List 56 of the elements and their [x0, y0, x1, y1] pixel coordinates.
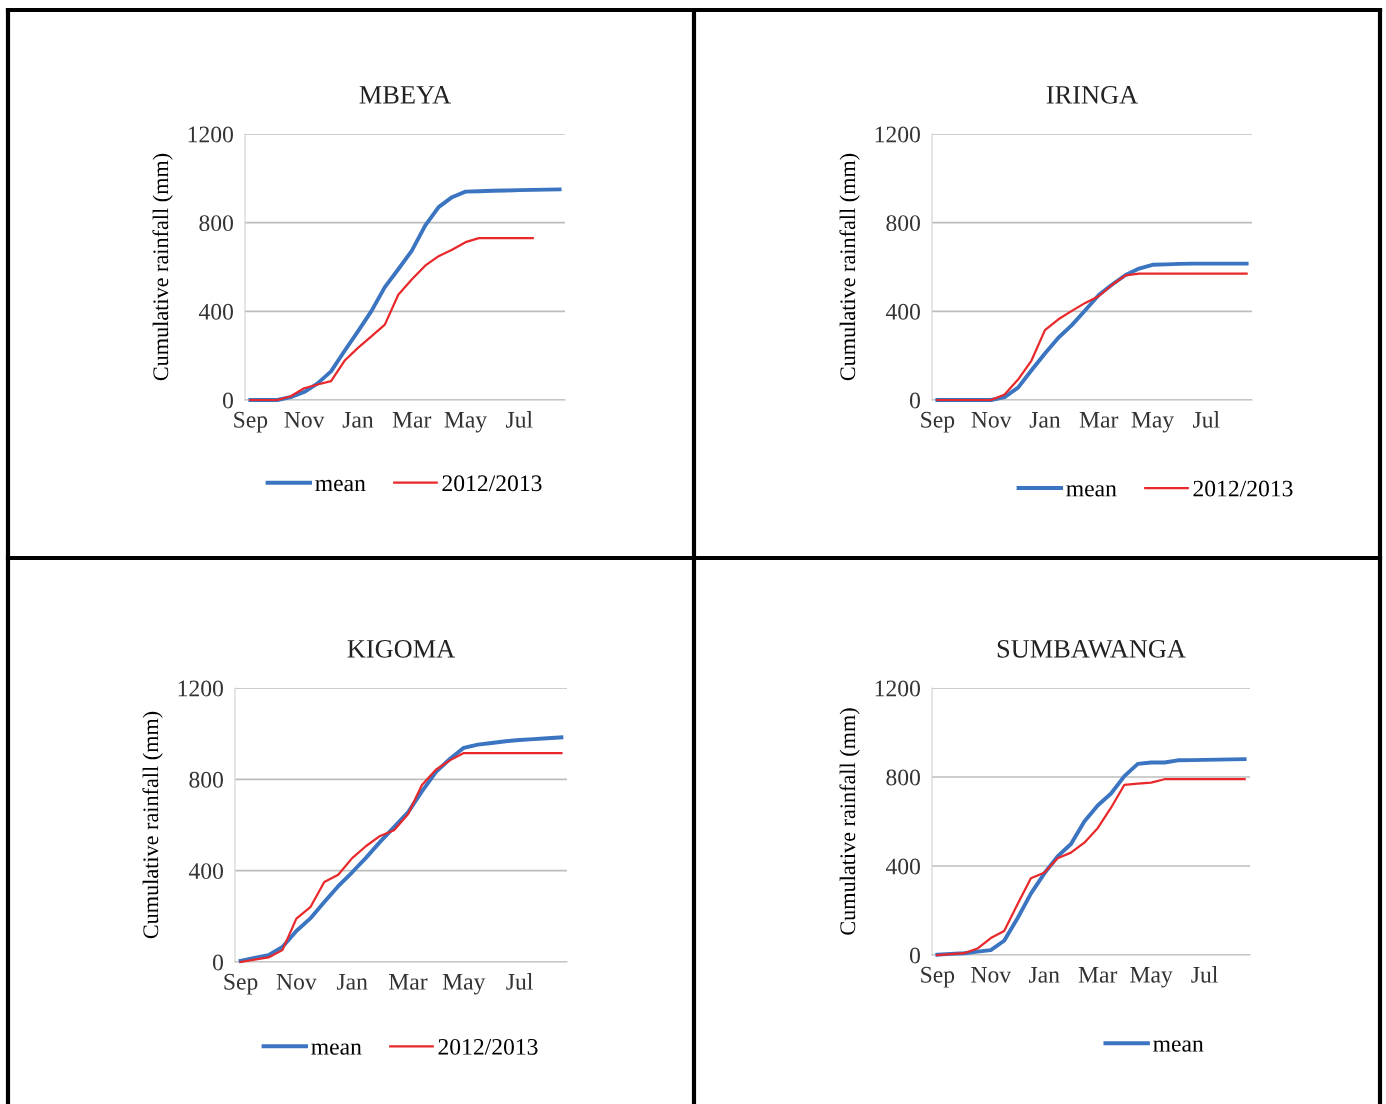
- y-tick-label: 1200: [188, 126, 233, 143]
- y-axis-title: Cumulative rainfall (mm): [142, 711, 163, 939]
- x-tick-label: Nov: [284, 412, 325, 428]
- x-tick-label: Jan: [1028, 967, 1060, 983]
- y-axis-title: Cumulative rainfall (mm): [152, 153, 173, 381]
- x-tick-label: Mar: [388, 974, 428, 990]
- x-tick-label: Sep: [921, 966, 955, 988]
- x-tick-label: Jul: [506, 973, 533, 990]
- y-tick-label: 800: [886, 215, 920, 232]
- x-tick-label: May: [444, 411, 488, 433]
- y-tick-label: 1200: [875, 680, 920, 697]
- y-tick-label: 400: [198, 303, 233, 320]
- y-tick-label: 800: [189, 771, 223, 788]
- legend-label: 2012/2013: [1193, 480, 1293, 497]
- line-series: [249, 237, 534, 402]
- x-tick-label: Jan: [1029, 412, 1061, 428]
- y-tick-label: 400: [885, 858, 920, 875]
- legend-label: mean: [1066, 485, 1117, 497]
- y-tick-label: 0: [222, 392, 233, 409]
- chart-title: IRINGA: [1046, 85, 1138, 104]
- x-tick-label: Mar: [1079, 412, 1119, 428]
- legend-label: mean: [1153, 1040, 1204, 1052]
- x-tick-label: Nov: [276, 974, 317, 990]
- y-tick-label: 400: [885, 303, 920, 320]
- chart-title: SUMBAWANGA: [997, 639, 1186, 658]
- y-axis-title: Cumulative rainfall (mm): [839, 708, 860, 935]
- x-tick-label: May: [1131, 411, 1175, 433]
- x-tick-label: Sep: [921, 411, 955, 433]
- x-tick-label: May: [442, 973, 486, 995]
- x-tick-label: Mar: [392, 412, 432, 428]
- y-tick-label: 0: [212, 954, 223, 971]
- y-tick-label: 800: [199, 215, 233, 232]
- x-tick-label: Nov: [971, 412, 1012, 428]
- x-tick-label: Jul: [1191, 966, 1218, 983]
- legend-label: 2012/2013: [442, 475, 542, 492]
- x-tick-label: May: [1130, 966, 1173, 988]
- x-tick-label: Jul: [506, 411, 533, 428]
- chart-title: KIGOMA: [347, 639, 456, 658]
- x-tick-label: Sep: [234, 411, 268, 433]
- y-tick-label: 1200: [178, 680, 223, 697]
- chart-title: MBEYA: [359, 86, 451, 104]
- y-tick-label: 0: [909, 392, 920, 409]
- x-tick-label: Jan: [342, 412, 374, 428]
- y-tick-label: 800: [886, 769, 920, 786]
- y-axis-title: Cumulative rainfall (mm): [839, 153, 860, 381]
- x-tick-label: Nov: [971, 967, 1012, 983]
- legend-label: 2012/2013: [438, 1038, 538, 1055]
- legend-label: mean: [315, 479, 366, 492]
- x-tick-label: Sep: [224, 973, 258, 995]
- x-tick-label: Jan: [336, 974, 368, 990]
- y-tick-label: 1200: [875, 126, 920, 143]
- legend-label: mean: [311, 1043, 362, 1055]
- x-tick-label: Jul: [1193, 411, 1220, 428]
- y-tick-label: 0: [909, 947, 920, 964]
- y-tick-label: 400: [188, 863, 223, 880]
- x-tick-label: Mar: [1078, 967, 1118, 983]
